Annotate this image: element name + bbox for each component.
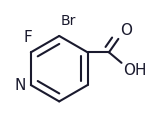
Text: OH: OH (123, 64, 147, 78)
Text: O: O (120, 23, 132, 38)
Text: N: N (15, 78, 26, 93)
Text: Br: Br (60, 14, 76, 28)
Text: F: F (24, 30, 33, 45)
